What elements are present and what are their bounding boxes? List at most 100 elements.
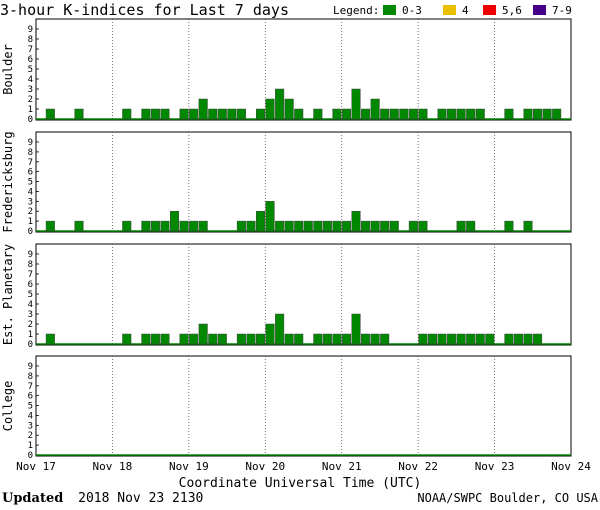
k-index-bar — [523, 108, 533, 120]
k-index-bar — [475, 333, 485, 345]
legend-swatch-0 — [383, 5, 396, 15]
k-index-bar — [189, 108, 199, 120]
panel-series-name: College — [1, 381, 15, 432]
k-index-bar — [361, 333, 371, 345]
footer-updated: Updated 2018 Nov 23 2130 — [2, 491, 203, 506]
k-index-bar — [160, 108, 170, 120]
y-tick-label: 4 — [28, 75, 33, 85]
k-index-bar — [150, 108, 160, 120]
k-index-bar — [370, 98, 380, 120]
y-tick-label: 5 — [28, 290, 33, 300]
k-index-bar — [418, 108, 428, 120]
panel-series-name: Fredericksburg — [1, 131, 15, 232]
k-index-bar — [265, 201, 275, 232]
y-tick-label: 2 — [28, 95, 33, 105]
k-index-bar — [370, 333, 380, 345]
k-index-bar — [322, 333, 332, 345]
y-tick-label: 4 — [28, 411, 33, 421]
y-tick-label: 1 — [28, 330, 33, 340]
k-index-bar — [332, 220, 342, 232]
k-index-bar — [341, 333, 352, 345]
k-index-bar — [255, 333, 266, 345]
k-index-bar — [170, 210, 180, 232]
k-index-bar — [160, 333, 170, 345]
k-index-bar — [236, 108, 246, 120]
k-index-bar — [45, 220, 55, 232]
y-tick-label: 1 — [28, 217, 33, 227]
y-tick-label: 3 — [28, 197, 33, 207]
y-tick-label: 5 — [28, 178, 33, 188]
k-index-bar — [380, 220, 390, 232]
legend-swatch-2 — [483, 5, 496, 15]
k-index-bar — [284, 333, 294, 345]
panel-frame-2 — [35, 243, 572, 346]
k-index-bar — [284, 98, 294, 120]
k-index-bar — [198, 323, 208, 345]
k-index-bar — [389, 220, 399, 232]
k-index-bar — [370, 220, 380, 232]
k-index-bar — [122, 333, 132, 345]
k-index-bar — [275, 313, 285, 345]
k-index-bar — [341, 108, 352, 120]
y-tick-label: 9 — [28, 250, 33, 260]
k-index-bar — [332, 108, 342, 120]
k-index-bar — [475, 108, 485, 120]
panel-frame-1 — [35, 131, 572, 233]
k-index-bar — [208, 108, 218, 120]
k-index-bar — [552, 108, 562, 120]
x-tick-label: Nov 22 — [398, 460, 438, 473]
y-tick-label: 8 — [28, 35, 33, 45]
k-index-bar — [513, 333, 523, 345]
footer-updated-value: 2018 Nov 23 2130 — [78, 491, 203, 506]
k-index-bar — [504, 220, 514, 232]
y-tick-label: 0 — [28, 451, 33, 461]
k-index-bar — [351, 88, 361, 120]
footer-updated-label: Updated — [2, 491, 63, 506]
k-index-bar — [275, 220, 285, 232]
footer-source: NOAA/SWPC Boulder, CO USA — [417, 491, 598, 505]
k-index-bar — [227, 108, 237, 120]
k-index-bar — [179, 220, 189, 232]
k-index-bar — [141, 108, 151, 120]
x-tick-label: Nov 17 — [16, 460, 56, 473]
k-index-bar — [437, 108, 447, 120]
x-axis-ticks: Nov 17 Nov 18 Nov 19 Nov 20 Nov 21 Nov 22 Nov … — [16, 460, 591, 473]
k-index-bar — [399, 108, 409, 120]
k-index-bar — [389, 108, 399, 120]
k-index-bar — [74, 220, 84, 232]
y-tick-label: 6 — [28, 280, 33, 290]
k-index-bar — [313, 220, 323, 232]
k-index-bar — [380, 333, 390, 345]
k-index-bar — [361, 108, 371, 120]
k-index-bar — [189, 220, 199, 232]
y-tick-label: 9 — [28, 25, 33, 35]
k-index-bar — [122, 108, 132, 120]
y-tick-label: 8 — [28, 372, 33, 382]
k-index-bar — [485, 333, 495, 345]
k-index-bar — [255, 210, 266, 232]
k-index-bar — [150, 333, 160, 345]
k-index-bar — [208, 333, 218, 345]
legend-label: Legend: — [333, 4, 379, 17]
k-index-bar — [179, 108, 189, 120]
k-index-bar — [294, 333, 304, 345]
legend-label-3: 7-9 — [552, 4, 572, 17]
x-axis-label: Coordinate Universal Time (UTC) — [179, 476, 422, 491]
y-tick-label: 7 — [28, 270, 33, 280]
y-tick-label: 9 — [28, 138, 33, 148]
k-index-bar — [332, 333, 342, 345]
k-index-bar — [427, 333, 438, 345]
k-index-bar — [447, 333, 457, 345]
legend-swatch-3 — [533, 5, 546, 15]
x-tick-label: Nov 19 — [169, 460, 209, 473]
panel-frame-3 — [35, 355, 572, 457]
y-tick-label: 5 — [28, 65, 33, 75]
k-index-bar — [418, 220, 428, 232]
y-tick-label: 0 — [28, 115, 33, 125]
k-index-bar — [265, 98, 275, 120]
y-tick-label: 7 — [28, 158, 33, 168]
y-tick-label: 1 — [28, 105, 33, 115]
